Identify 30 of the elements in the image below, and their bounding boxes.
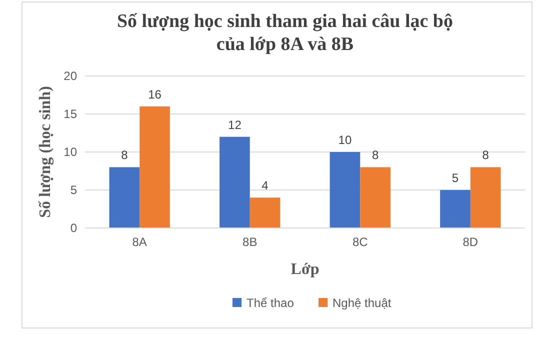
data-label: 16 bbox=[148, 87, 162, 102]
y-tick-label: 10 bbox=[64, 145, 78, 159]
bar bbox=[220, 136, 250, 228]
data-label: 10 bbox=[338, 133, 352, 147]
x-tick-label: 8A bbox=[132, 235, 147, 249]
bar bbox=[140, 106, 170, 228]
data-label: 8 bbox=[121, 148, 128, 162]
y-axis-title: Số lượng (học sinh) bbox=[37, 86, 54, 218]
bar bbox=[330, 152, 360, 228]
bar bbox=[250, 198, 280, 228]
x-tick-label: 8B bbox=[242, 235, 258, 249]
bar bbox=[109, 167, 140, 228]
data-label: 12 bbox=[228, 118, 242, 132]
x-tick-label: 8C bbox=[352, 235, 368, 249]
chart-title: Số lượng học sinh tham gia hai câu lạc bộ của lớp 8A và 8B bbox=[116, 11, 454, 55]
y-tick-label: 5 bbox=[70, 183, 78, 197]
data-label: 8 bbox=[372, 148, 379, 162]
data-label: 4 bbox=[262, 178, 269, 193]
y-tick-label: 15 bbox=[64, 107, 78, 121]
legend-label: Nghệ thuật bbox=[332, 296, 392, 310]
legend-label: Thể thao bbox=[246, 296, 294, 310]
x-axis-title: Lớp bbox=[290, 261, 320, 278]
bar bbox=[360, 167, 390, 228]
x-tick-label: 8D bbox=[462, 235, 478, 249]
bar bbox=[470, 167, 501, 228]
data-label: 5 bbox=[452, 171, 459, 185]
y-tick-label: 0 bbox=[70, 221, 78, 235]
data-label: 8 bbox=[482, 148, 490, 162]
y-tick-label: 20 bbox=[64, 69, 78, 83]
bar bbox=[440, 190, 470, 228]
